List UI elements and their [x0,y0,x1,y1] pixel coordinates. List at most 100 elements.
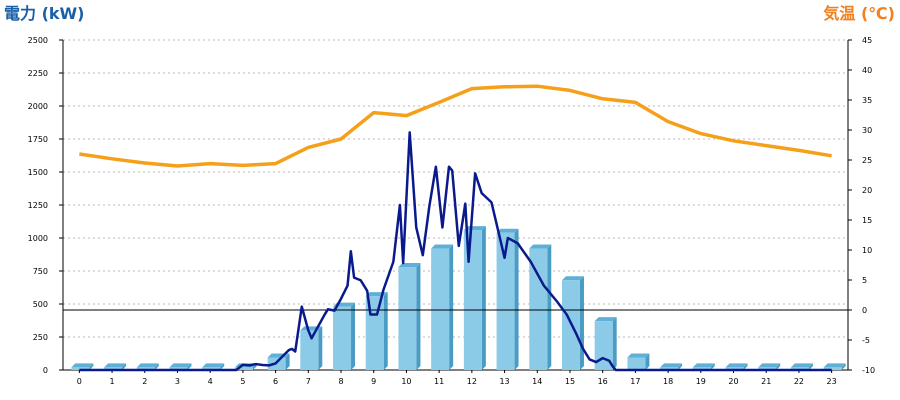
bar-10 [398,263,421,370]
right-axis-title: 気温 (℃) [823,4,895,23]
x-tick-label-0: 0 [77,377,82,386]
left-tick-label-2500: 2500 [28,36,48,45]
bar-4 [202,363,225,370]
bar-side [481,226,486,370]
x-tick-label-5: 5 [240,377,245,386]
left-tick-label-500: 500 [33,300,48,309]
bar-top [660,363,683,368]
bar-top [431,244,454,249]
right-tick-label-40: 40 [862,66,872,75]
left-tick-label-1000: 1000 [28,234,48,243]
left-tick-label-0: 0 [43,366,48,375]
bar-face [594,321,613,370]
bar-face [758,367,777,370]
bar-8 [333,302,356,370]
bar-top [202,363,225,368]
bar-top [463,226,486,231]
right-tick-label--5: -5 [862,336,870,345]
x-tick-label-3: 3 [175,377,180,386]
bar-21 [758,363,781,370]
x-tick-label-13: 13 [499,377,509,386]
bar-top [790,363,813,368]
bar-side [154,363,159,370]
bar-top [725,363,748,368]
left-tick-label-2250: 2250 [28,69,48,78]
x-tick-label-10: 10 [401,377,411,386]
bar-side [220,363,225,370]
power-line [79,131,832,372]
bar-face [823,367,842,370]
x-tick-label-4: 4 [208,377,213,386]
x-tick-label-18: 18 [663,377,673,386]
bar-series [71,226,846,370]
right-tick-label-10: 10 [862,246,872,255]
bar-side [743,363,748,370]
bar-7 [300,326,323,370]
x-tick-label-23: 23 [827,377,837,386]
bar-side [416,263,421,370]
bar-top [692,363,715,368]
bar-top [136,363,159,368]
bar-19 [692,363,715,370]
bar-face [463,230,482,370]
bar-17 [627,353,650,370]
bar-22 [790,363,813,370]
bar-face [790,367,809,370]
x-tick-label-20: 20 [728,377,738,386]
line-series [79,84,832,372]
right-tick-label-20: 20 [862,186,872,195]
right-tick-label--10: -10 [862,366,875,375]
x-tick-label-15: 15 [565,377,575,386]
right-tick-label-5: 5 [862,276,867,285]
bar-side [318,326,323,370]
bar-face [169,367,188,370]
tick-labels: 02505007501000125015001750200022502500-1… [28,36,875,386]
left-tick-label-250: 250 [33,333,48,342]
bar-12 [463,226,486,370]
x-tick-label-19: 19 [696,377,706,386]
x-tick-label-7: 7 [306,377,311,386]
bar-face [496,232,515,370]
x-tick-label-21: 21 [761,377,771,386]
right-tick-label-15: 15 [862,216,872,225]
bar-side [285,353,290,370]
left-tick-label-2000: 2000 [28,102,48,111]
x-tick-label-2: 2 [142,377,147,386]
bar-face [627,357,646,370]
bar-side [351,302,356,370]
bar-top [594,317,617,322]
bar-20 [725,363,748,370]
bar-side [89,363,94,370]
bar-face [234,367,253,370]
bar-face [202,367,221,370]
bar-top [496,228,519,233]
bar-side [383,292,388,370]
bar-1 [104,363,127,370]
bar-face [104,367,123,370]
x-tick-label-8: 8 [338,377,343,386]
bar-15 [561,276,584,370]
bar-face [398,267,417,370]
bar-side [841,363,846,370]
bar-side [612,317,617,370]
left-tick-label-1250: 1250 [28,201,48,210]
bar-13 [496,228,519,370]
right-tick-label-25: 25 [862,156,872,165]
grid [63,39,848,338]
left-tick-label-750: 750 [33,267,48,276]
bar-face [660,367,679,370]
bar-16 [594,317,617,370]
bar-top [627,353,650,358]
bar-side [645,353,650,370]
x-tick-label-6: 6 [273,377,278,386]
bar-11 [431,244,454,370]
bar-face [71,367,90,370]
bar-18 [660,363,683,370]
bar-side [122,363,127,370]
bar-side [776,363,781,370]
x-tick-label-22: 22 [794,377,804,386]
bar-face [333,306,352,370]
bar-3 [169,363,192,370]
x-tick-label-11: 11 [434,377,444,386]
